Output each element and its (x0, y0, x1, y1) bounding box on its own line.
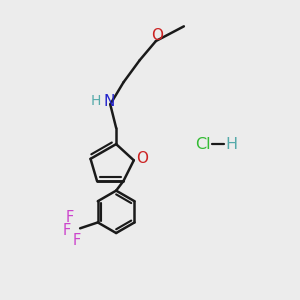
Text: F: F (73, 233, 81, 248)
Text: F: F (66, 210, 74, 225)
Text: N: N (103, 94, 115, 109)
Text: H: H (90, 94, 101, 108)
Text: F: F (63, 223, 71, 238)
Text: O: O (152, 28, 164, 43)
Text: O: O (136, 151, 148, 166)
Text: H: H (225, 136, 237, 152)
Text: Cl: Cl (195, 136, 211, 152)
